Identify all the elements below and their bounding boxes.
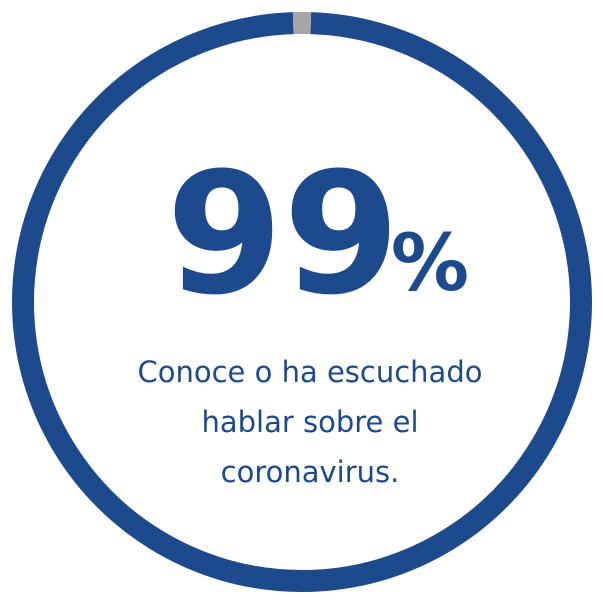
caption-line: coronavirus. [221,455,400,489]
center-unit: % [391,219,469,309]
caption-line: hablar sobre el [201,405,418,439]
donut-segment [12,12,592,592]
donut-ring [12,12,592,592]
center-value: 99 [166,136,400,332]
caption-line: Conoce o ha escuchado [138,355,483,389]
